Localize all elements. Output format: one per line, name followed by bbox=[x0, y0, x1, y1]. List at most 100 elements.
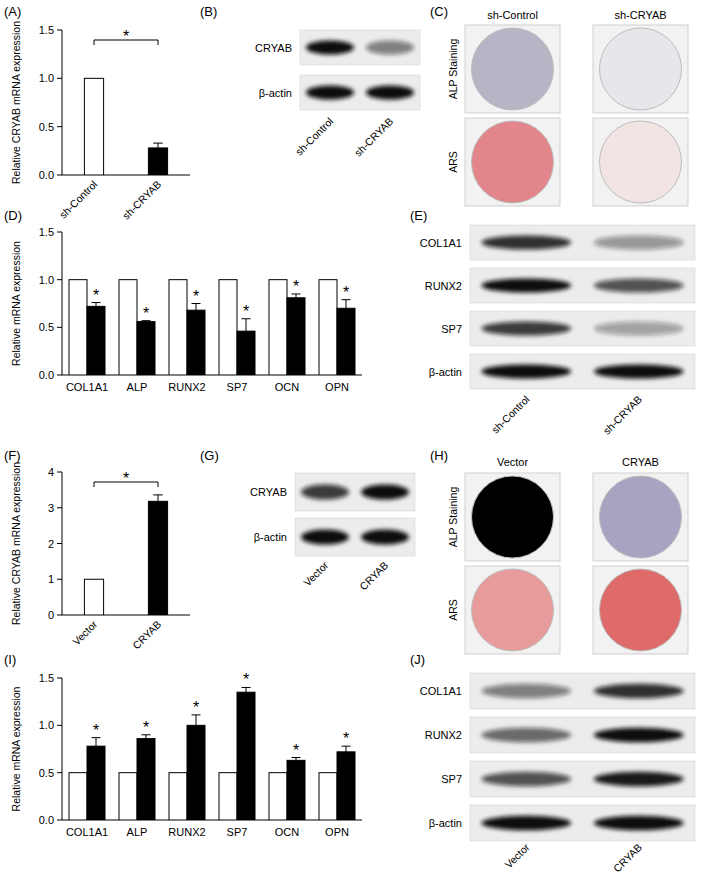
y-tick bbox=[57, 232, 62, 233]
bar bbox=[269, 773, 287, 820]
stain-well bbox=[472, 569, 554, 651]
error-bar bbox=[192, 304, 201, 311]
x-tick-label: SP7 bbox=[227, 826, 248, 838]
x-tick-label: SP7 bbox=[227, 381, 248, 393]
plot-area bbox=[69, 280, 355, 375]
blot-band bbox=[366, 41, 414, 55]
blot-band bbox=[481, 684, 571, 698]
panel-label: (B) bbox=[200, 4, 217, 19]
y-tick bbox=[57, 126, 62, 127]
bar bbox=[119, 773, 137, 820]
blot-band bbox=[481, 772, 571, 786]
plot-area bbox=[84, 78, 167, 175]
blot-band bbox=[594, 365, 684, 379]
y-tick-label: 1.0 bbox=[39, 274, 54, 286]
y-tick-label: 0.5 bbox=[39, 321, 54, 333]
significance: * bbox=[143, 305, 149, 322]
bar bbox=[69, 280, 87, 375]
error-bar bbox=[192, 715, 201, 725]
stain-column-label: sh-Control bbox=[487, 9, 538, 21]
x-tick-label: OCN bbox=[275, 381, 300, 393]
blot-lane-label: sh-Control bbox=[293, 115, 336, 158]
blot-band bbox=[481, 279, 571, 293]
plot-area bbox=[84, 495, 167, 615]
x-axis bbox=[62, 175, 190, 176]
y-tick bbox=[57, 175, 62, 176]
blot-strip bbox=[470, 805, 695, 841]
blot-band bbox=[301, 484, 349, 499]
stain-well bbox=[472, 28, 554, 110]
bar bbox=[87, 746, 105, 820]
bar bbox=[87, 306, 105, 375]
significance: * bbox=[243, 671, 249, 688]
x-tick-label: OCN bbox=[275, 826, 300, 838]
bar bbox=[148, 148, 167, 175]
y-tick bbox=[57, 772, 62, 773]
y-tick bbox=[57, 543, 62, 544]
stain-well bbox=[472, 476, 554, 558]
x-tick-label: OPN bbox=[325, 381, 349, 393]
blot-band bbox=[366, 86, 414, 100]
stain-row-label: ARS bbox=[447, 151, 459, 173]
bar bbox=[337, 308, 355, 375]
y-tick-label: 2 bbox=[48, 538, 54, 550]
western-blot: (J)COL1A1RUNX2SP7β-actinVectorCRYAB bbox=[410, 652, 695, 874]
x-tick-label: ALP bbox=[127, 381, 148, 393]
blot-lane-label: sh-CRYAB bbox=[600, 393, 644, 437]
error-bar bbox=[242, 319, 251, 331]
bar bbox=[84, 579, 103, 615]
x-tick-label: OPN bbox=[325, 826, 349, 838]
blot-lane-label: CRYAB bbox=[611, 841, 644, 874]
blot-strip bbox=[295, 473, 415, 511]
significance: * bbox=[93, 722, 99, 739]
x-tick-label: CRYAB bbox=[130, 618, 163, 651]
blot-band bbox=[594, 236, 684, 250]
panel-label: (D) bbox=[4, 208, 22, 223]
blot-lane-label: sh-Control bbox=[489, 393, 532, 436]
blot-band bbox=[361, 529, 409, 544]
bar bbox=[269, 280, 287, 375]
blot-row-label: SP7 bbox=[441, 323, 462, 335]
y-tick-label: 1.5 bbox=[39, 24, 54, 36]
panel-label: (G) bbox=[200, 448, 219, 463]
x-tick-label: RUNX2 bbox=[168, 381, 205, 393]
blot-lane-label: sh-CRYAB bbox=[352, 115, 396, 159]
bar bbox=[319, 280, 337, 375]
panel-label: (J) bbox=[410, 652, 425, 667]
bar bbox=[137, 322, 155, 375]
y-tick bbox=[57, 615, 62, 616]
y-tick-label: 1.0 bbox=[39, 719, 54, 731]
blot-strip bbox=[300, 30, 420, 65]
bar-chart: (I)0.00.51.01.5Relative mRNA expressionC… bbox=[4, 652, 362, 838]
blot-band bbox=[361, 484, 409, 499]
blot-band bbox=[481, 816, 571, 830]
significance: * bbox=[243, 303, 249, 320]
bar bbox=[169, 773, 187, 820]
significance: * bbox=[193, 699, 199, 716]
bar-chart: (A)0.00.51.01.5Relative CRYAB mRNA expre… bbox=[4, 4, 190, 222]
x-tick-label: ALP bbox=[127, 826, 148, 838]
stain-column-label: sh-CRYAB bbox=[614, 9, 666, 21]
stain-frame bbox=[593, 566, 688, 654]
y-tick bbox=[57, 472, 62, 473]
bar bbox=[219, 773, 237, 820]
y-tick bbox=[57, 820, 62, 821]
staining-panel: (H)VectorCRYABALP StainingARS bbox=[430, 448, 688, 654]
significance: * bbox=[343, 284, 349, 301]
blot-band bbox=[481, 322, 571, 336]
blot-row-label: β-actin bbox=[429, 817, 462, 829]
y-tick-label: 1.0 bbox=[39, 72, 54, 84]
blot-band bbox=[481, 236, 571, 250]
blot-band bbox=[594, 816, 684, 830]
y-axis-label: Relative CRYAB mRNA expression bbox=[10, 21, 22, 184]
blot-row-label: CRYAB bbox=[255, 42, 292, 54]
significance: * bbox=[123, 28, 129, 45]
y-tick bbox=[57, 725, 62, 726]
blot-strip bbox=[300, 75, 420, 110]
y-axis bbox=[62, 678, 63, 820]
stain-frame bbox=[465, 566, 560, 654]
panel-label: (I) bbox=[4, 652, 16, 667]
significance: * bbox=[293, 742, 299, 759]
y-tick-label: 3 bbox=[48, 502, 54, 514]
blot-row-label: β-actin bbox=[429, 366, 462, 378]
